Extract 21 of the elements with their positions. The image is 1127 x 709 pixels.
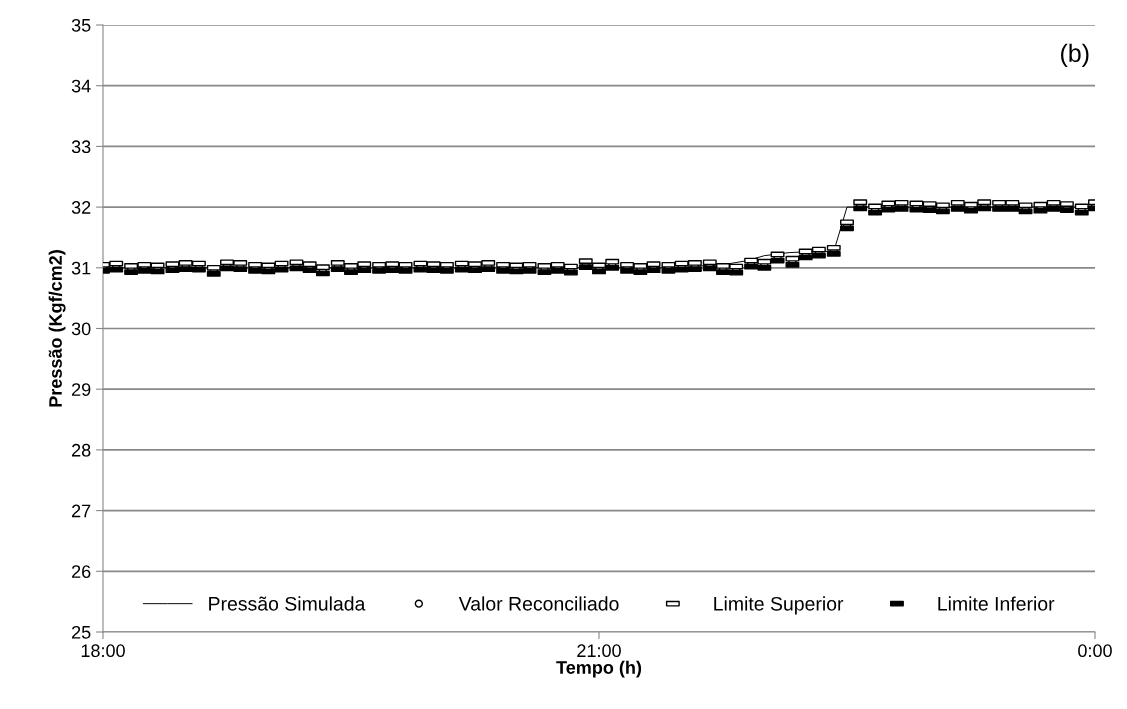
annotation: (b) [1061,43,1089,67]
y-tick-label: 29 [72,383,91,396]
y-tick-label: 33 [71,140,91,154]
y-tick-label: 31 [71,261,91,275]
x-tick-label: 21:00 [577,644,621,658]
y-tick-label: 25 [72,625,91,639]
legend-label: Valor Reconciliado [458,596,619,611]
legend-label: Limite Inferior [938,596,1055,611]
legend-label: Pressão Simulada [209,596,366,611]
x-tick-label: 0:00 [1078,644,1112,658]
y-tick-label: 34 [71,79,91,93]
y-tick-label: 28 [72,443,91,457]
y-tick-label: 32 [71,201,91,214]
legend-label: Limite Superior [714,596,844,615]
y-tick-label: 26 [72,565,91,579]
x-tick-label: 18:00 [81,644,125,658]
y-tick-label: 35 [71,18,91,32]
y-tick-label: 30 [71,322,91,336]
y-axis-title: Pressão (Kgf/cm2) [48,250,66,407]
y-tick-label: 27 [72,504,91,518]
x-axis-title: Tempo (h) [556,660,642,678]
